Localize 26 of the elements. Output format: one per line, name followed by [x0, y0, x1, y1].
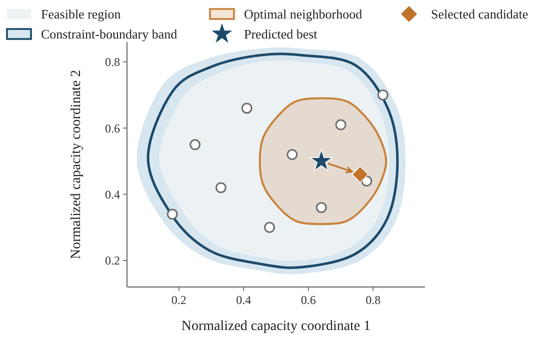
- point: [286, 149, 298, 160]
- legend-label: Predicted best: [244, 26, 318, 42]
- x-axis-title: Normalized capacity coordinate 1: [181, 319, 371, 334]
- point: [377, 90, 388, 100]
- legend-label: Constraint-boundary band: [41, 26, 178, 42]
- legend-label: Optimal neighborhood: [244, 6, 363, 22]
- point: [166, 208, 178, 220]
- point: [241, 102, 252, 114]
- point: [215, 182, 226, 194]
- x-tick-label: 0.4: [236, 293, 252, 307]
- point: [310, 149, 333, 171]
- y-tick-label: 0.6: [105, 121, 120, 136]
- legend-label: Feasible region: [41, 6, 122, 22]
- point: [316, 202, 327, 213]
- legend-label: Selected candidate: [431, 6, 528, 22]
- x-tick-label: 0.6: [300, 293, 316, 307]
- point: [264, 222, 275, 233]
- point: [335, 119, 346, 130]
- x-tick-label: 0.8: [366, 293, 381, 307]
- y-tick-label: 0.8: [105, 55, 120, 70]
- y-tick-label: 0.2: [105, 254, 120, 268]
- y-tick-label: 0.4: [105, 187, 120, 202]
- x-tick-label: 0.2: [171, 293, 186, 307]
- point: [352, 166, 369, 183]
- y-axis-title: Normalized capacity coordinate 2: [69, 70, 84, 260]
- point: [190, 139, 200, 150]
